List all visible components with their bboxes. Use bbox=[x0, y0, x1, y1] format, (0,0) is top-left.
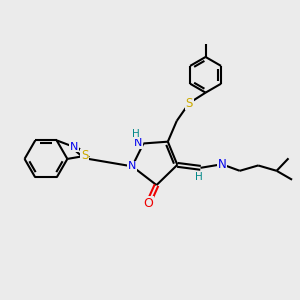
Text: N: N bbox=[128, 161, 136, 171]
Text: N: N bbox=[134, 139, 142, 148]
Text: N: N bbox=[70, 142, 78, 152]
Text: S: S bbox=[185, 97, 193, 110]
Text: S: S bbox=[81, 149, 88, 162]
Text: N: N bbox=[218, 158, 226, 171]
Text: O: O bbox=[143, 197, 153, 210]
Text: H: H bbox=[132, 129, 140, 139]
Text: H: H bbox=[195, 172, 203, 182]
